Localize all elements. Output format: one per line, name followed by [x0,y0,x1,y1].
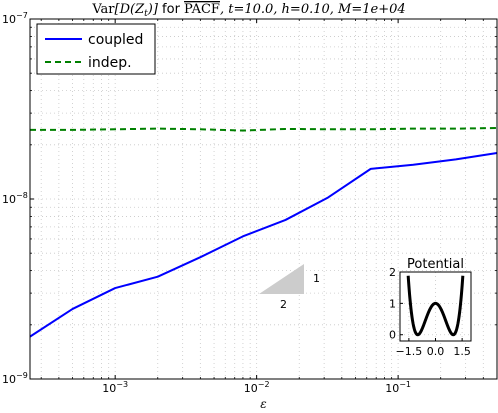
ticks: 10−3 10−2 10−1 10−9 10−8 10−7 [2,11,498,395]
series-line-indep [30,127,498,132]
title-var: Var [91,2,115,17]
title-close: )] [147,2,159,17]
y-tick-label: 10−8 [2,191,28,206]
main-plot: 10−3 10−2 10−1 10−9 10−8 10−7 [2,11,498,395]
y-tick-label: 10−9 [2,371,28,386]
inset-y-tick-label: 0 [389,329,396,342]
chart-title: Var[D(Zt)] for PACF, t=10.0, h=0.10, M=1… [91,2,405,19]
y-tick-label: 10−7 [2,11,28,26]
title-pacf: PACF [184,2,220,17]
legend-box [36,23,156,75]
title-sub: t [144,9,148,19]
x-tick-label: 10−1 [385,380,411,395]
series-layer [29,127,498,338]
inset-y-tick-label: 1 [389,297,396,310]
title-params: , t=10.0, h=0.10, M=1e+04 [220,2,406,17]
inset-x-tick-label: 0.0 [427,345,445,358]
slope-triangle [259,264,304,294]
inset-title: Potential [407,257,464,272]
legend-label-coupled: coupled [88,32,143,48]
inset-x-tick-label: −1.5 [396,345,423,358]
inset-potential-curve [406,275,465,337]
inset-ticks: −1.5 0.0 1.5 0 1 2 [389,266,471,358]
x-tick-label: 10−3 [102,380,128,395]
legend: coupled indep. [36,23,156,75]
slope-rise-label: 1 [313,272,320,285]
slope-run-label: 2 [280,298,287,311]
series-line-coupled [29,152,498,338]
x-axis-label: ε [260,397,266,411]
x-tick-label: 10−2 [244,380,270,395]
slope-triangle-annotation: 1 2 [259,264,320,311]
title-for: for [158,2,184,17]
title-expr: [D(Z [115,2,146,17]
legend-label-indep: indep. [88,55,132,71]
potential-inset: −1.5 0.0 1.5 0 1 2 Potential [389,257,472,358]
inset-y-tick-label: 2 [389,266,396,279]
inset-x-tick-label: 1.5 [453,345,471,358]
